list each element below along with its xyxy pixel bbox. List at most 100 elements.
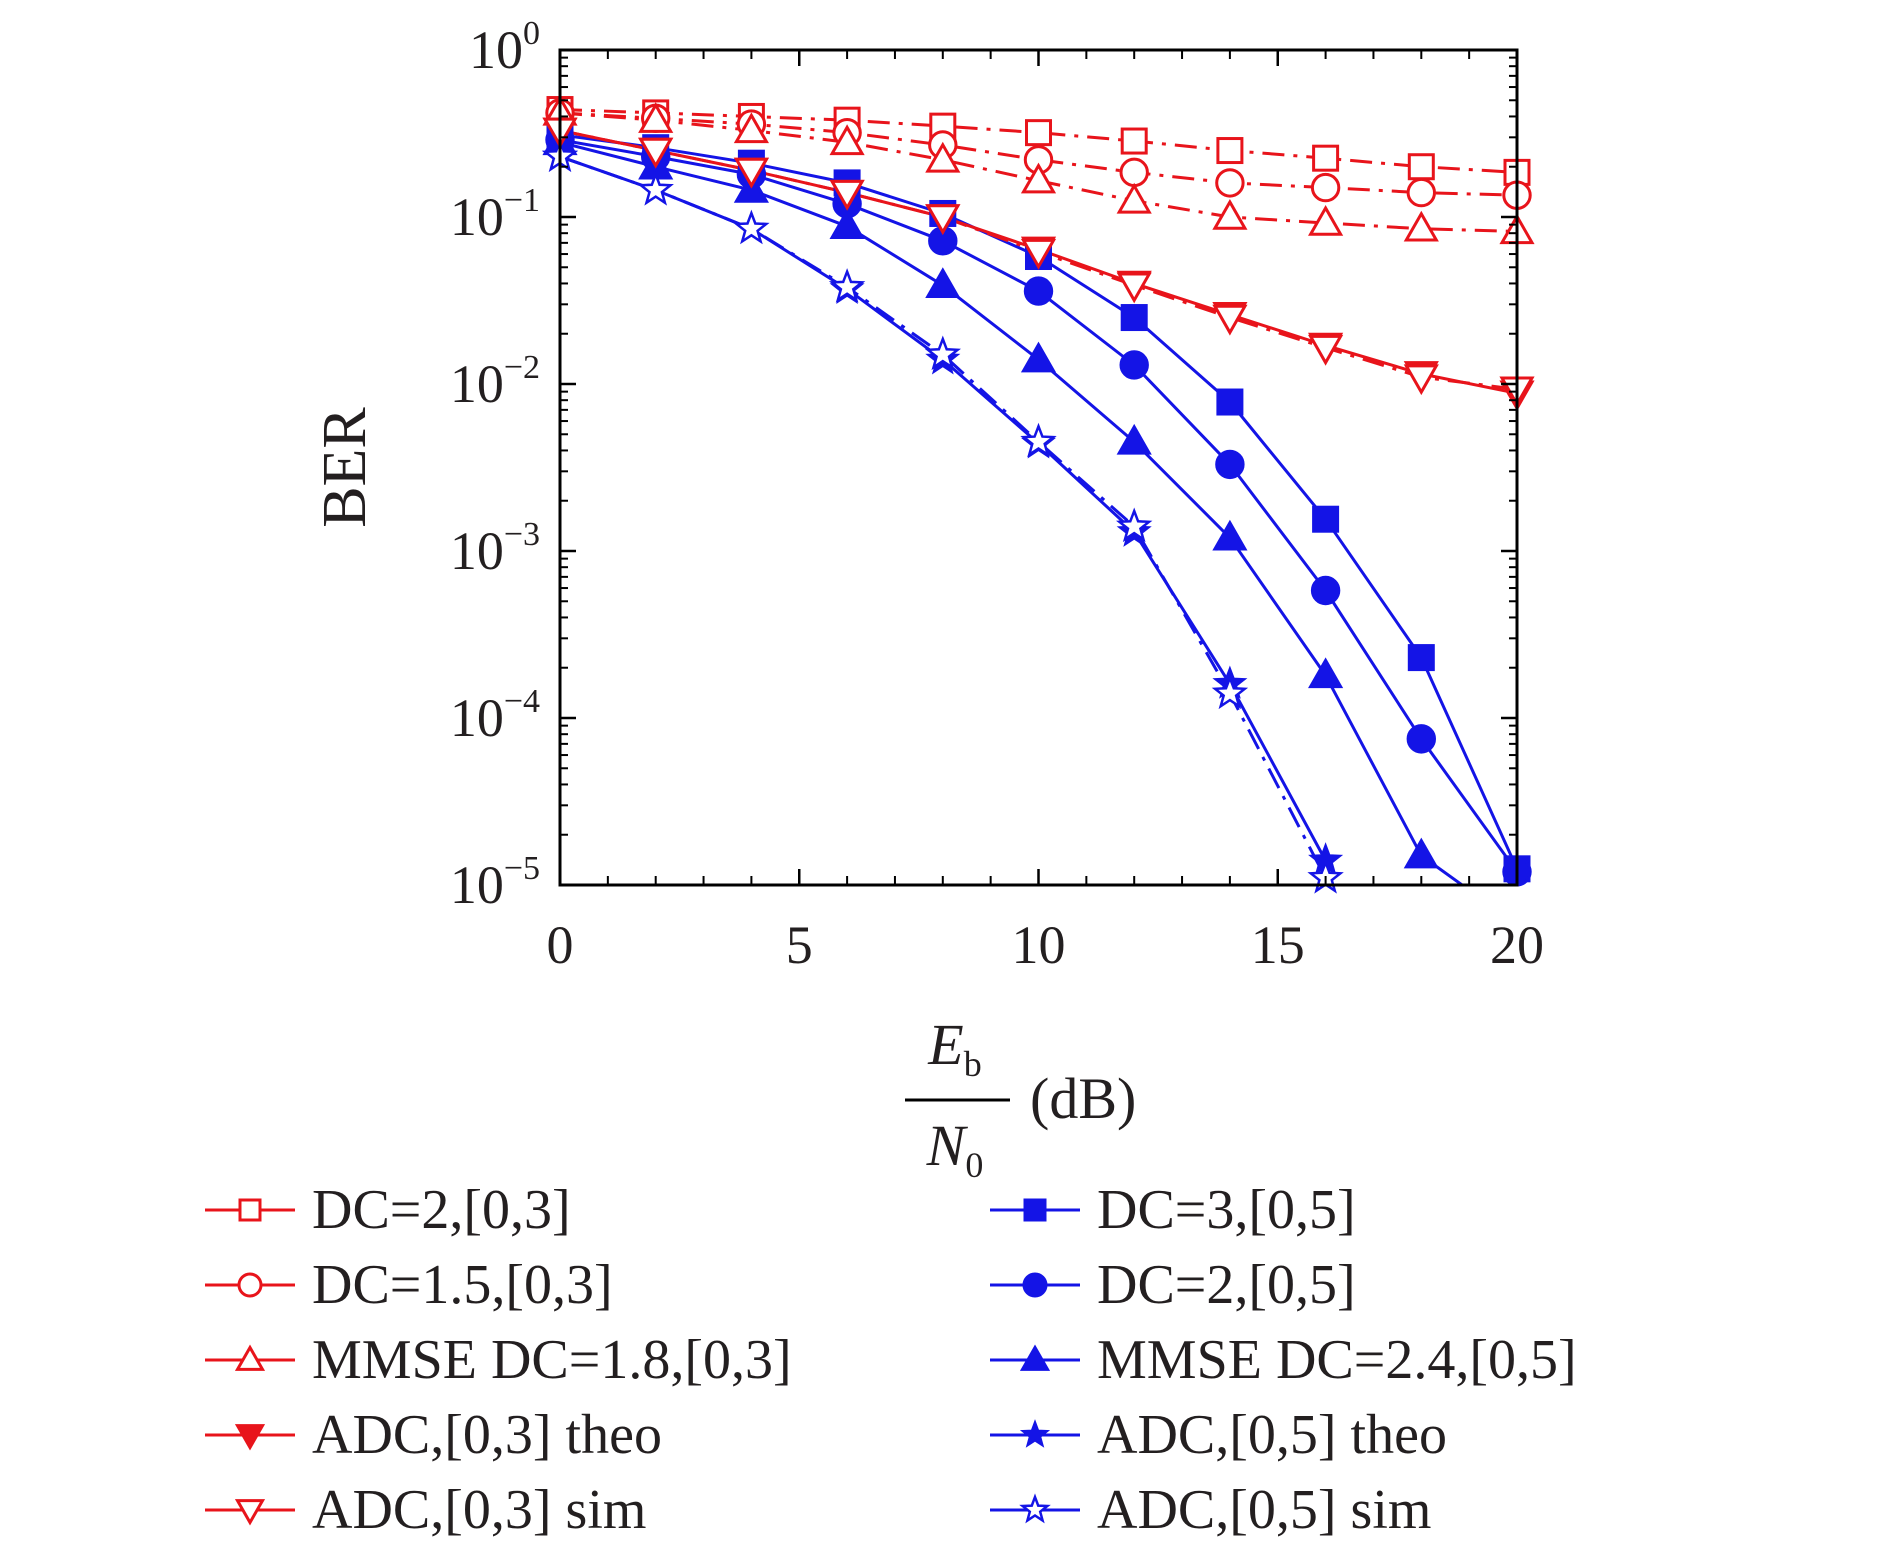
data-point	[1403, 837, 1439, 869]
data-point	[1310, 575, 1341, 606]
data-point	[1215, 168, 1245, 198]
x-tick-label: 20	[1490, 915, 1544, 975]
legend-item: MMSE DC=1.8,[0,3]	[205, 1329, 792, 1391]
data-point	[829, 208, 865, 240]
legend-marker	[1019, 1344, 1051, 1371]
data-point	[1312, 505, 1340, 533]
data-point	[1212, 304, 1248, 336]
legend-item: DC=2,[0,3]	[205, 1179, 571, 1241]
data-point	[1403, 210, 1439, 242]
data-point	[1407, 644, 1435, 672]
legend-item: ADC,[0,3] sim	[205, 1479, 646, 1541]
series-line	[560, 155, 1327, 879]
data-point	[1216, 137, 1244, 165]
data-point	[733, 112, 769, 144]
data-point	[1020, 341, 1057, 373]
svg-text:Eb: Eb	[927, 1012, 981, 1084]
data-point	[1212, 198, 1248, 230]
legend-marker	[1019, 1493, 1051, 1524]
data-point	[925, 204, 961, 236]
legend-item: ADC,[0,3] theo	[205, 1404, 662, 1466]
data-point	[828, 268, 866, 303]
series-line	[560, 155, 1327, 862]
legend-marker	[1019, 1419, 1051, 1448]
data-point	[1120, 304, 1148, 332]
x-tick-label: 0	[547, 915, 574, 975]
series-line	[560, 111, 1517, 197]
legend-item: ADC,[0,5] sim	[990, 1479, 1431, 1541]
data-point	[637, 170, 674, 206]
legend-marker	[237, 1272, 263, 1298]
data-point	[1116, 423, 1152, 455]
legend-label: DC=2,[0,5]	[1097, 1254, 1356, 1316]
data-point	[638, 102, 674, 133]
legend-label: MMSE DC=1.8,[0,3]	[312, 1329, 792, 1391]
data-point	[1403, 364, 1439, 396]
legend-marker	[1022, 1272, 1048, 1298]
y-tick-label: 10−3	[450, 516, 540, 581]
data-point	[1406, 724, 1437, 754]
legend-label: DC=3,[0,5]	[1097, 1179, 1356, 1241]
y-tick-label: 10−2	[450, 349, 540, 414]
data-point	[1020, 238, 1057, 270]
svg-text:N0: N0	[926, 1113, 984, 1185]
y-tick-label: 10−5	[450, 850, 540, 915]
x-tick-label: 10	[1012, 915, 1066, 975]
series-line	[560, 108, 1517, 174]
series-layer	[541, 94, 1535, 894]
legend-item: MMSE DC=2.4,[0,5]	[990, 1329, 1577, 1391]
data-point	[1308, 334, 1344, 366]
data-point	[1025, 119, 1052, 147]
data-point	[1116, 182, 1152, 214]
legend-marker	[234, 1499, 266, 1526]
data-point	[1212, 519, 1248, 551]
data-point	[1406, 177, 1437, 208]
legend-label: ADC,[0,5] sim	[1097, 1479, 1431, 1541]
series-line	[560, 111, 1517, 233]
x-tick-label: 15	[1251, 915, 1305, 975]
data-point	[1211, 674, 1249, 710]
data-point	[1119, 157, 1149, 188]
data-point	[1215, 449, 1245, 480]
data-point	[1116, 272, 1152, 304]
data-point	[829, 124, 865, 156]
legend-marker	[238, 1198, 262, 1222]
data-point	[1312, 144, 1340, 172]
y-tick-label: 10−4	[450, 683, 540, 748]
data-point	[1120, 127, 1148, 155]
data-point	[733, 209, 770, 245]
axes-layer: 0 5 10 15 20 100 10−1 10−2 10−3 10−4 10−5 BER Eb N0 (d…	[311, 15, 1544, 1185]
data-point	[1308, 205, 1344, 236]
data-point	[1308, 657, 1344, 689]
legend-marker	[1023, 1198, 1047, 1222]
legend-item: DC=3,[0,5]	[990, 1179, 1356, 1241]
data-point	[1216, 388, 1244, 416]
y-tick-label: 10−1	[450, 182, 540, 247]
legend-label: ADC,[0,3] sim	[312, 1479, 646, 1541]
legend-marker	[234, 1424, 266, 1451]
x-axis-label: Eb N0 (dB)	[905, 1012, 1136, 1185]
legend: DC=2,[0,3] DC=1.5,[0,3] MMSE DC=1.8,[0,3] A…	[205, 1179, 1577, 1541]
legend-label: DC=1.5,[0,3]	[312, 1254, 613, 1316]
data-point	[924, 335, 962, 371]
legend-item: DC=2,[0,5]	[990, 1254, 1356, 1316]
legend-item: DC=1.5,[0,3]	[205, 1254, 613, 1316]
legend-label: DC=2,[0,3]	[312, 1179, 571, 1241]
svg-text:(dB): (dB)	[1030, 1066, 1136, 1131]
x-tick-label: 5	[786, 915, 813, 975]
legend-label: ADC,[0,5] theo	[1097, 1404, 1447, 1466]
legend-label: MMSE DC=2.4,[0,5]	[1097, 1329, 1577, 1391]
data-point	[1310, 172, 1341, 203]
legend-marker	[234, 1344, 266, 1371]
data-point	[1119, 350, 1149, 380]
data-point	[1115, 507, 1153, 543]
data-point	[1023, 276, 1054, 306]
y-axis-label: BER	[311, 407, 379, 528]
data-point	[925, 141, 961, 173]
data-point	[1407, 153, 1435, 181]
data-point	[1020, 422, 1057, 458]
legend-item: ADC,[0,5] theo	[990, 1404, 1447, 1466]
data-point	[638, 137, 674, 169]
data-point	[1020, 162, 1057, 194]
